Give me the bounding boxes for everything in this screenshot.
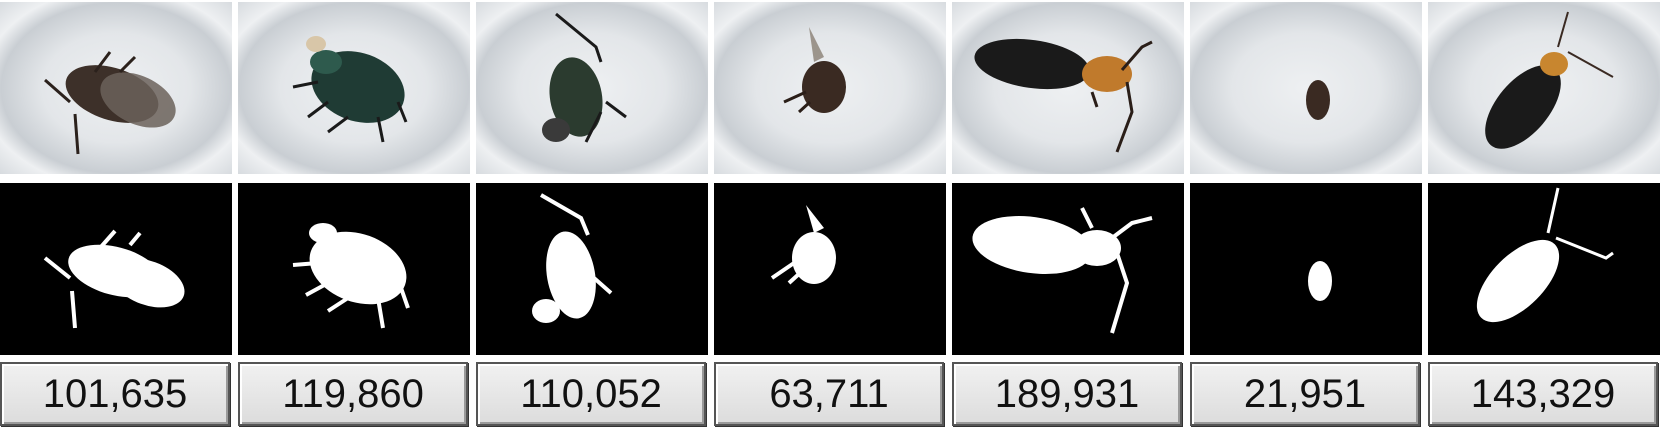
- pixel-count-box: 189,931: [952, 362, 1182, 426]
- pixel-count-box: 21,951: [1190, 362, 1420, 426]
- insect-photo: [238, 2, 470, 174]
- pixel-count-box: 119,860: [238, 362, 468, 426]
- segmentation-mask: [714, 183, 946, 355]
- segmentation-mask: [476, 183, 708, 355]
- pixel-count-box: 110,052: [476, 362, 706, 426]
- segmentation-mask: [238, 183, 470, 355]
- insect-photo: [1190, 2, 1422, 174]
- insect-photo: [714, 2, 946, 174]
- pixel-count-box: 101,635: [0, 362, 230, 426]
- segmentation-mask: [952, 183, 1184, 355]
- insect-photo: [0, 2, 232, 174]
- segmentation-mask: [1190, 183, 1422, 355]
- insect-photo: [476, 2, 708, 174]
- insect-photo: [1428, 2, 1660, 174]
- pixel-count-box: 63,711: [714, 362, 944, 426]
- pixel-count-box: 143,329: [1428, 362, 1658, 426]
- segmentation-mask: [0, 183, 232, 355]
- insect-photo: [952, 2, 1184, 174]
- segmentation-mask: [1428, 183, 1660, 355]
